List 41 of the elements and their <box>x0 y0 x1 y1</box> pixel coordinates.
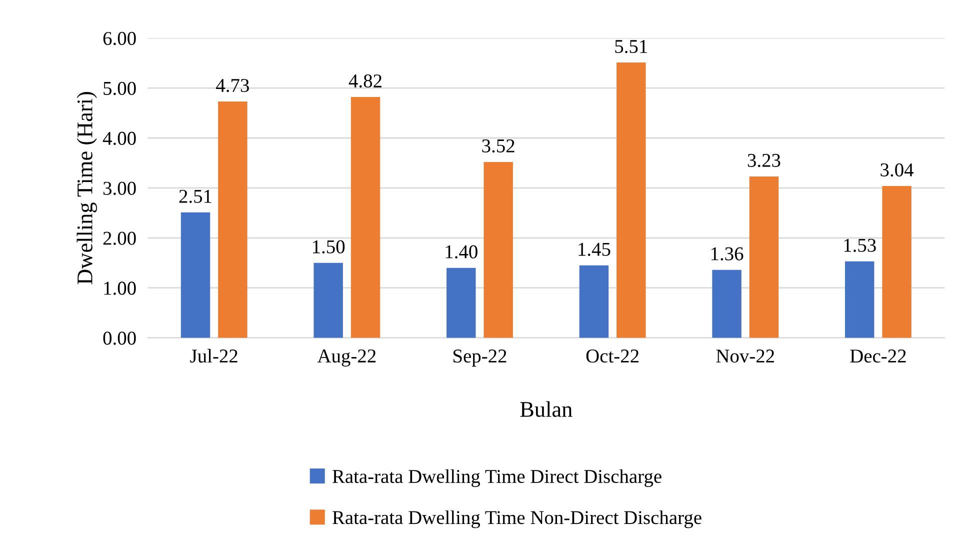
bar <box>446 268 476 338</box>
data-label: 1.40 <box>446 245 478 258</box>
bar <box>180 212 210 338</box>
y-tick-label: 0.00 <box>103 332 136 345</box>
data-label: 3.04 <box>880 163 914 177</box>
y-tick-label: 1.00 <box>104 282 136 295</box>
data-label: 4.73 <box>216 78 249 92</box>
data-label: 3.23 <box>748 154 780 168</box>
y-axis-title: Dwelling Time (Hari) <box>76 92 97 284</box>
y-tick-label: 5.00 <box>104 82 136 96</box>
x-tick-label: Oct-22 <box>586 350 638 363</box>
x-tick-label: Sep-22 <box>453 350 506 367</box>
x-axis-title: Bulan <box>520 401 572 417</box>
bar <box>749 176 779 338</box>
x-tick-label: Jul-22 <box>190 348 238 363</box>
bar <box>616 62 646 338</box>
legend-label: Rata-rata Dwelling Time Non-Direct Discharge <box>332 510 702 528</box>
y-tick-label: 4.00 <box>102 132 136 146</box>
data-label: 5.51 <box>615 40 648 54</box>
bar <box>314 262 343 338</box>
data-label: 4.82 <box>348 74 382 88</box>
bar <box>350 97 380 338</box>
bar <box>845 261 874 338</box>
data-label: 3.52 <box>482 139 514 153</box>
bar <box>218 102 248 338</box>
data-label: 1.50 <box>313 240 345 254</box>
bar <box>712 270 742 338</box>
legend-label: Rata-rata Dwelling Time Direct Discharge <box>332 469 662 488</box>
bar <box>579 265 609 338</box>
bar <box>484 162 513 338</box>
y-tick-label: 2.00 <box>103 232 136 245</box>
data-label: 1.45 <box>578 242 610 256</box>
data-label: 1.53 <box>844 238 876 252</box>
y-tick-label: 3.00 <box>103 182 136 195</box>
x-tick-label: Nov-22 <box>716 350 774 363</box>
x-tick-label: Aug-22 <box>317 349 376 367</box>
bar <box>882 186 912 338</box>
data-label: 1.36 <box>711 247 744 260</box>
y-tick-label: 6.00 <box>103 32 136 46</box>
x-tick-label: Dec-22 <box>850 350 906 363</box>
data-label: 2.51 <box>179 190 212 204</box>
